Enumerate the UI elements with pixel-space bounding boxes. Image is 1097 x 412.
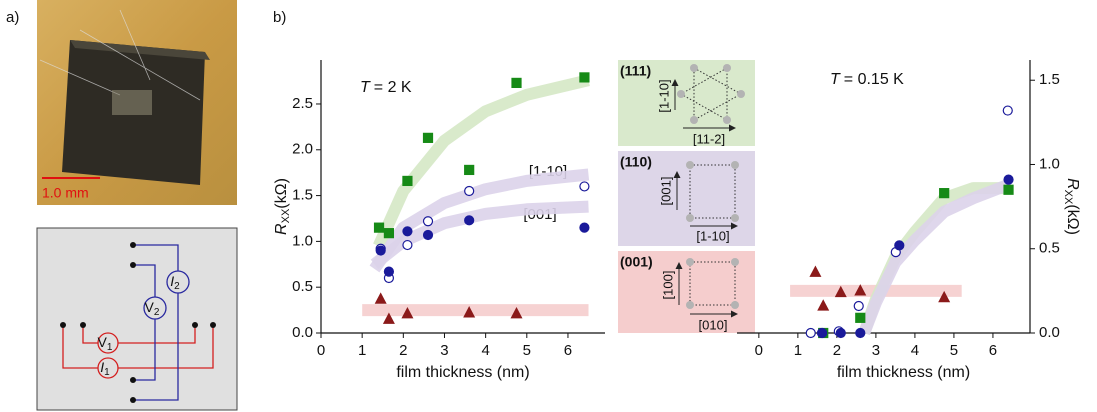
inset-plane: (111) [620,63,651,79]
label-symbol: R [273,223,290,235]
label-subscript: XX [1062,190,1074,205]
label-subscript: 1 [107,342,113,353]
data-point [940,189,949,198]
data-point [465,165,474,174]
data-point [424,133,433,142]
annotation: T= 0.15 K [830,71,904,88]
inset-plane: (001) [620,254,653,270]
data-point [384,267,393,276]
data-point [856,313,865,322]
panel-label: a) [6,9,19,26]
page: { "panel_labels": ["a)", "b)"], "photo":… [0,0,1097,412]
inset-plane: (110) [620,154,652,170]
x-tick-label: 1 [794,342,802,359]
y-tick-label: 0.5 [292,278,313,295]
y-tick-label: 0.5 [1039,240,1060,257]
data-point [818,301,828,311]
data-point [512,78,521,87]
x-tick-label: 4 [911,342,919,359]
y-tick-label: 1.0 [1039,155,1060,172]
x-tick-label: 3 [872,342,880,359]
label-unit: (kΩ) [273,178,290,209]
x-tick-label: 0 [755,342,763,359]
annotation-symbol: T [360,79,371,96]
data-point [1004,185,1013,194]
x-tick-label: 2 [399,342,407,359]
y-tick-label: 1.5 [292,187,313,204]
x-tick-label: 5 [950,342,958,359]
sample-photo: 1.0 mm [37,0,237,205]
inset-direction: [100] [660,271,675,300]
y-tick-label: 2.5 [292,95,313,112]
label-subscript: 1 [104,367,110,378]
data-point [580,73,589,82]
y-tick-label: 1.5 [1039,71,1060,88]
x-tick-label: 5 [523,342,531,359]
data-point [810,267,820,277]
data-point [1004,175,1013,184]
annotation-symbol: T [830,71,841,88]
y-tick-label: 1.0 [292,232,313,249]
annotation-text: = 0.15 K [844,71,904,88]
crystal-insets: (111) [1-10] [11-2] (110) [001] [1-10] (… [618,60,755,333]
data-point [836,329,845,338]
x-tick-label: 0 [317,342,325,359]
data-point [854,302,863,311]
x-tick-label: 6 [564,342,572,359]
y-tick-label: 0.0 [292,324,313,341]
data-point [424,230,433,239]
inset-direction: [010] [699,317,728,332]
label-subscript: 2 [174,281,180,292]
data-point [403,241,412,250]
annotation-text: = 2 K [374,79,412,96]
data-point [403,176,412,185]
data-point [376,246,385,255]
x-tick-label: 4 [481,342,489,359]
x-tick-label: 3 [440,342,448,359]
y-axis-label: RXX(kΩ) [273,178,292,235]
data-point [376,294,386,304]
y-axis-label: RXX(kΩ) [1062,178,1081,235]
x-axis-label: film thickness (nm) [837,364,970,381]
data-point [384,229,393,238]
label-unit: (kΩ) [1064,204,1081,235]
data-point [580,223,589,232]
data-point [818,329,827,338]
figure: a) b) 1.0 mm [0,0,1097,412]
annotation: T= 2 K [360,79,412,96]
scale-label: 1.0 mm [42,185,89,201]
inset-direction: [11-2] [693,131,725,146]
label-subscript: XX [280,208,292,223]
data-point [465,216,474,225]
inset-direction: [1-10] [696,228,729,243]
y-tick-label: 2.0 [292,141,313,158]
circuit-diagram [37,228,237,410]
fit-curve [864,188,1008,333]
data-point [806,329,815,338]
inset-direction: [1-10] [656,79,671,112]
data-point [895,241,904,250]
x-tick-label: 2 [833,342,841,359]
data-point [1003,106,1012,115]
data-point [375,223,384,232]
panel-label: b) [273,9,286,26]
x-tick-label: 6 [989,342,997,359]
label-symbol: R [1064,178,1081,190]
data-point [465,187,474,196]
label-subscript: 2 [154,307,160,318]
x-tick-label: 1 [358,342,366,359]
inset-direction: [001] [658,177,673,206]
y-tick-label: 0.0 [1039,324,1060,341]
data-point [403,227,412,236]
data-point [580,182,589,191]
x-axis-label: film thickness (nm) [396,364,529,381]
data-point [424,217,433,226]
data-point [856,329,865,338]
